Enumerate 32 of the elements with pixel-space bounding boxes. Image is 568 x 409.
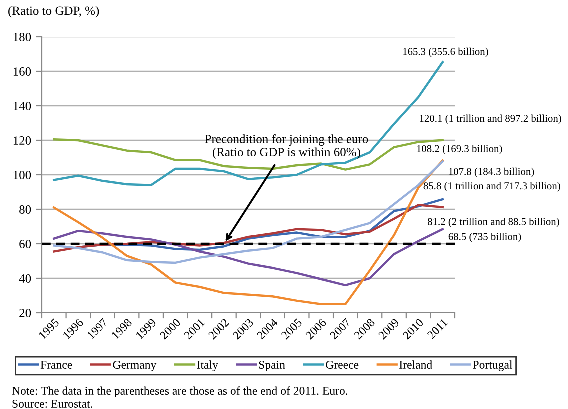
annotation: Precondition for joining the euro (Ratio to GDP is within 60%) <box>205 134 368 160</box>
legend-label: France <box>40 361 72 369</box>
line-series <box>53 160 444 264</box>
annotation: 107.8 (184.3 billion) <box>449 168 534 178</box>
line-series <box>53 160 444 306</box>
annotation: 81.2 (2 trillion and 88.5 billion) <box>428 218 560 228</box>
y-tick-label: 180 <box>14 33 32 42</box>
y-tick-label: 80 <box>20 206 32 214</box>
y-tick-label: 40 <box>19 274 32 283</box>
legend-label: Italy <box>197 360 218 372</box>
x-tick-label: 2011 <box>427 318 448 340</box>
legend-label: Ireland <box>400 360 432 369</box>
annotation: 68.5 (735 billion) <box>448 232 522 242</box>
y-tick-label: 140 <box>14 102 32 110</box>
annotation: 85.8 (1 trillion and 717.3 billion) <box>424 182 560 192</box>
line-series <box>53 204 444 253</box>
legend-label: Greece <box>326 361 359 369</box>
y-axis-title: (Ratio to GDP, %) <box>8 6 100 18</box>
legend-label: Portugal <box>473 360 513 372</box>
y-tick-label: 120 <box>14 136 32 145</box>
legend-label: Spain <box>259 361 286 372</box>
legend-label: Germany <box>113 361 157 372</box>
y-tick-label: 20 <box>20 309 32 318</box>
source-note: Source: Eurostat. <box>12 400 93 408</box>
y-tick-label: 60 <box>20 240 32 248</box>
annotation: 165.3 (355.6 billion) <box>403 48 488 58</box>
text: Note: The data in the parentheses are those as of the end of 2011. Euro. <box>12 386 348 398</box>
line-series <box>53 228 444 287</box>
y-tick-label: 100 <box>14 171 32 180</box>
annotation: 108.2 (169.3 billion) <box>417 145 502 154</box>
annotation: 120.1 (1 trillion and 897.2 billion) <box>420 114 562 124</box>
y-tick-label: 160 <box>14 68 32 76</box>
